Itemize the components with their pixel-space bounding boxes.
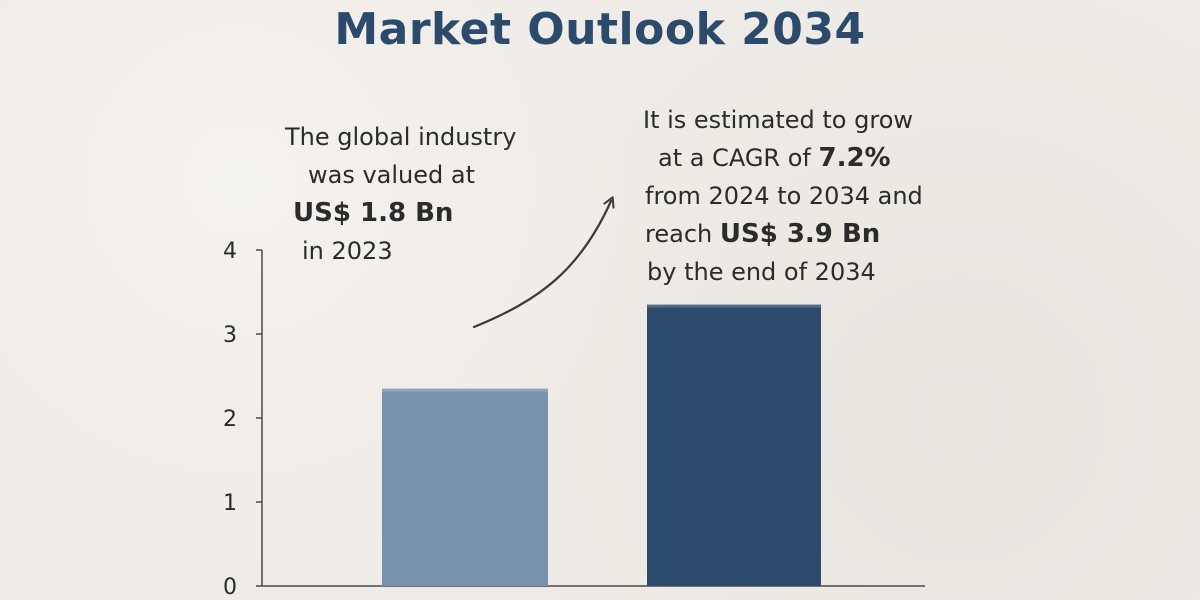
- y-tick-label: 2: [223, 407, 237, 432]
- annotation-left-line1: The global industry: [285, 123, 517, 151]
- y-tick-label: 4: [223, 239, 237, 264]
- annotation-right-cagr: 7.2%: [818, 143, 891, 173]
- annotation-right-line3: from 2024 to 2034 and: [645, 182, 923, 210]
- bar-top-highlight: [382, 388, 548, 392]
- annotation-right-line4-prefix: reach: [645, 220, 720, 248]
- annotation-left-line4: in 2023: [302, 237, 393, 265]
- annotation-right-line2-prefix: at a CAGR of: [658, 144, 819, 172]
- annotation-right-line2: at a CAGR of 7.2%: [640, 139, 960, 177]
- annotation-right-line5: by the end of 2034: [647, 258, 876, 286]
- y-tick-label: 3: [223, 323, 237, 348]
- bars: [382, 304, 821, 586]
- annotation-right-value: US$ 3.9 Bn: [719, 219, 881, 249]
- bar-2023: [382, 388, 548, 586]
- growth-arrow-icon: [472, 196, 615, 329]
- annotation-right-line1: It is estimated to grow: [643, 106, 913, 134]
- annotation-right-line4: reach US$ 3.9 Bn: [640, 215, 960, 253]
- chart-title: Market Outlook 2034: [334, 4, 866, 55]
- bar-2034: [647, 304, 821, 586]
- bar-top-highlight: [647, 304, 821, 308]
- y-tick-label: 0: [223, 575, 237, 600]
- annotation-left: The global industry was valued at US$ 1.…: [270, 118, 550, 270]
- y-tick-label: 1: [223, 491, 237, 516]
- annotation-left-line2: was valued at: [308, 161, 476, 189]
- annotation-right: It is estimated to grow at a CAGR of 7.2…: [640, 101, 960, 291]
- annotation-left-value: US$ 1.8 Bn: [293, 198, 454, 228]
